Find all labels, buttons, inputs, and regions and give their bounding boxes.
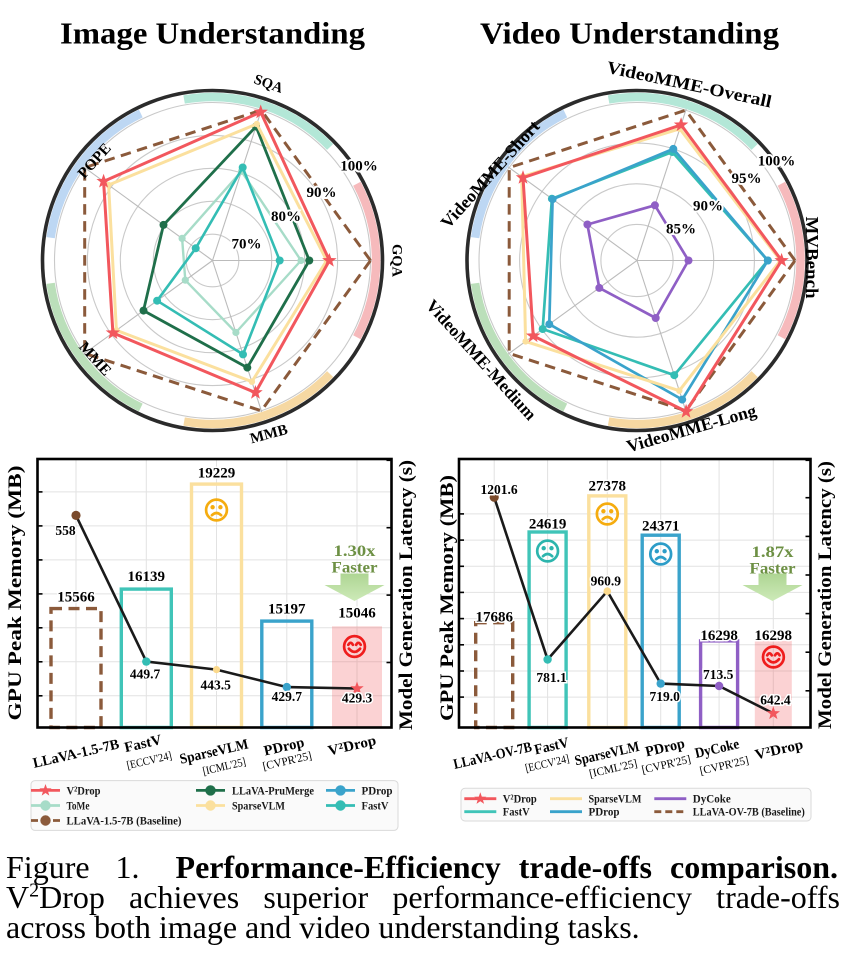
svg-text:19229: 19229 (198, 466, 236, 482)
svg-text:SparseVLM: SparseVLM (589, 794, 642, 806)
svg-text:90%: 90% (693, 199, 723, 215)
svg-text:LLaVA-OV-7B (Baseline): LLaVA-OV-7B (Baseline) (693, 807, 805, 819)
svg-text:LLaVA-PruMerge: LLaVA-PruMerge (232, 785, 314, 797)
svg-text:429.7: 429.7 (272, 689, 303, 704)
svg-text:24371: 24371 (642, 519, 680, 535)
svg-text:429.3: 429.3 (342, 691, 373, 706)
svg-text:V²Drop: V²Drop (67, 785, 101, 797)
svg-text:449.7: 449.7 (130, 667, 161, 682)
svg-text:Faster: Faster (750, 561, 796, 578)
svg-text:Model Generation Latency (s): Model Generation Latency (s) (815, 461, 836, 729)
svg-text:Image Understanding: Image Understanding (60, 16, 366, 51)
svg-text:558: 558 (55, 523, 76, 538)
svg-text:Faster: Faster (332, 560, 378, 577)
svg-text:15197: 15197 (268, 602, 306, 618)
svg-text:PDrop: PDrop (589, 807, 620, 819)
svg-text:642.4: 642.4 (760, 693, 791, 708)
svg-text:27378: 27378 (589, 479, 627, 495)
svg-text:100%: 100% (758, 154, 796, 170)
svg-text:1.30x: 1.30x (334, 543, 376, 560)
svg-text:LLaVA-OV-7B: LLaVA-OV-7B (452, 739, 534, 773)
svg-text:960.9: 960.9 (591, 574, 622, 589)
svg-text:85%: 85% (666, 222, 696, 238)
svg-text:24619: 24619 (529, 517, 567, 533)
svg-text:FastV: FastV (503, 807, 531, 819)
svg-text:17686: 17686 (475, 609, 513, 625)
svg-text:Model Generation Latency (s): Model Generation Latency (s) (396, 460, 417, 730)
svg-text:16298: 16298 (700, 628, 738, 644)
svg-text:[ECCV'24]: [ECCV'24] (524, 753, 571, 775)
svg-text:LLaVA-1.5-7B: LLaVA-1.5-7B (31, 736, 121, 771)
svg-text:V²Drop: V²Drop (753, 737, 804, 764)
svg-text:719.0: 719.0 (650, 689, 681, 704)
svg-text:PDrop: PDrop (362, 785, 393, 797)
svg-text:V²Drop: V²Drop (503, 794, 537, 806)
svg-text:1.87x: 1.87x (752, 544, 794, 561)
svg-text:LLaVA-1.5-7B (Baseline): LLaVA-1.5-7B (Baseline) (67, 816, 182, 828)
svg-text:1201.6: 1201.6 (480, 482, 517, 497)
svg-text:15046: 15046 (338, 605, 376, 621)
svg-text:SQA: SQA (252, 72, 286, 97)
svg-text:443.5: 443.5 (201, 678, 232, 693)
svg-text:95%: 95% (732, 171, 762, 187)
svg-text:70%: 70% (232, 237, 262, 253)
svg-text:GPU Peak Memory (MB): GPU Peak Memory (MB) (5, 466, 26, 721)
svg-text:713.5: 713.5 (703, 667, 734, 682)
svg-text:FastV: FastV (533, 735, 571, 759)
svg-text:V²Drop: V²Drop (326, 733, 377, 760)
svg-text:781.1: 781.1 (536, 670, 567, 685)
svg-text:SparseVLM: SparseVLM (232, 801, 285, 813)
svg-text:15566: 15566 (57, 590, 95, 606)
svg-text:DyCoke: DyCoke (693, 794, 731, 806)
svg-text:16139: 16139 (128, 569, 166, 585)
svg-text:FastV: FastV (362, 801, 390, 813)
svg-text:80%: 80% (271, 209, 301, 225)
svg-text:16298: 16298 (755, 628, 793, 644)
svg-text:GPU Peak Memory (MB): GPU Peak Memory (MB) (437, 475, 458, 721)
svg-text:100%: 100% (340, 159, 378, 175)
svg-text:MVBench: MVBench (802, 217, 822, 299)
svg-text:GQA: GQA (389, 244, 405, 278)
svg-text:90%: 90% (307, 185, 337, 201)
svg-text:ToMe: ToMe (67, 801, 90, 813)
svg-text:Video Understanding: Video Understanding (480, 16, 780, 51)
